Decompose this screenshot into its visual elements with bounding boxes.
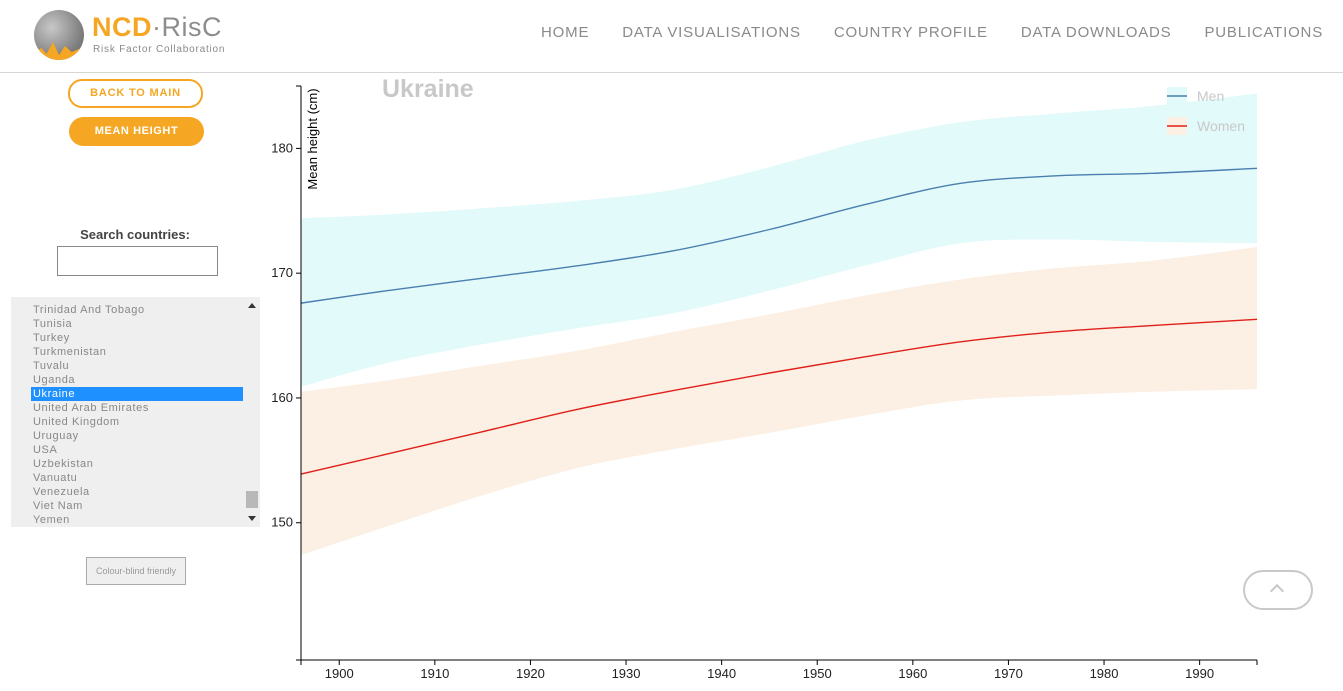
logo-subtitle: Risk Factor Collaboration bbox=[93, 44, 226, 55]
ncd-risc-logo[interactable]: NCD·RisC Risk Factor Collaboration bbox=[34, 10, 234, 62]
country-option[interactable]: Turkmenistan bbox=[33, 346, 107, 358]
site-header: NCD·RisC Risk Factor Collaboration HOME … bbox=[0, 0, 1343, 73]
x-tick-label: 1900 bbox=[325, 666, 354, 681]
nav-publications[interactable]: PUBLICATIONS bbox=[1204, 24, 1323, 41]
y-tick-label: 170 bbox=[271, 265, 293, 280]
mean-height-button[interactable]: MEAN HEIGHT bbox=[69, 117, 204, 146]
series-line-women bbox=[300, 318, 1258, 475]
sidebar: BACK TO MAIN MEAN HEIGHT Search countrie… bbox=[0, 73, 270, 691]
nav-data-downloads[interactable]: DATA DOWNLOADS bbox=[1020, 24, 1172, 41]
legend-label-women: Women bbox=[1197, 118, 1245, 134]
uncertainty-band-men bbox=[301, 93, 1257, 387]
logo-title: NCD·RisC bbox=[92, 12, 222, 43]
x-tick-label: 1980 bbox=[1090, 666, 1119, 681]
country-option[interactable]: Trinidad And Tobago bbox=[33, 304, 145, 316]
scroll-down-arrow-icon[interactable] bbox=[248, 516, 256, 521]
y-axis-label: Mean height (cm) bbox=[305, 88, 320, 189]
series-line-men bbox=[300, 167, 1258, 304]
chevron-up-icon bbox=[1269, 583, 1285, 599]
x-tick-label: 1940 bbox=[707, 666, 736, 681]
country-option[interactable]: Ukraine bbox=[31, 387, 243, 401]
country-option[interactable]: United Kingdom bbox=[33, 416, 120, 428]
country-option[interactable]: Uzbekistan bbox=[33, 458, 94, 470]
logo-title-risc: ·RisC bbox=[152, 12, 222, 42]
country-option[interactable]: Turkey bbox=[33, 332, 70, 344]
country-option[interactable]: United Arab Emirates bbox=[33, 402, 149, 414]
scroll-to-top-button[interactable] bbox=[1243, 570, 1313, 610]
country-option[interactable]: Viet Nam bbox=[33, 500, 83, 512]
y-tick-label: 160 bbox=[271, 390, 293, 405]
country-option[interactable]: Tunisia bbox=[33, 318, 73, 330]
x-tick-label: 1930 bbox=[612, 666, 641, 681]
x-tick-label: 1950 bbox=[803, 666, 832, 681]
search-label: Search countries: bbox=[80, 227, 190, 242]
x-tick-label: 1970 bbox=[994, 666, 1023, 681]
nav-home[interactable]: HOME bbox=[541, 24, 590, 41]
search-input[interactable] bbox=[57, 246, 218, 276]
y-tick-label: 150 bbox=[271, 515, 293, 530]
x-tick-label: 1960 bbox=[898, 666, 927, 681]
main-nav: HOME DATA VISUALISATIONS COUNTRY PROFILE… bbox=[541, 24, 1323, 41]
country-listbox[interactable]: Trinidad And Tobago Tunisia Turkey Turkmeni… bbox=[11, 297, 260, 527]
country-option[interactable]: Uganda bbox=[33, 374, 76, 386]
country-option[interactable]: Yemen bbox=[33, 514, 70, 526]
height-chart: 150 160 170 180 1900 1910 1920 1930 1940 1950 1960… bbox=[270, 73, 1343, 691]
logo-title-ncd: NCD bbox=[92, 12, 152, 42]
chart-svg: 150 160 170 180 1900 1910 1920 1930 1940 1950 1960… bbox=[271, 75, 1258, 681]
x-tick-label: 1910 bbox=[420, 666, 449, 681]
scroll-up-arrow-icon[interactable] bbox=[248, 303, 256, 308]
listbox-scrollbar[interactable] bbox=[246, 301, 258, 523]
country-option[interactable]: USA bbox=[33, 444, 58, 456]
colour-blind-button[interactable]: Colour-blind friendly bbox=[86, 557, 186, 585]
x-tick-label: 1920 bbox=[516, 666, 545, 681]
country-option[interactable]: Venezuela bbox=[33, 486, 90, 498]
chart-title: Ukraine bbox=[382, 75, 474, 103]
nav-country-profile[interactable]: COUNTRY PROFILE bbox=[833, 24, 988, 41]
country-option[interactable]: Uruguay bbox=[33, 430, 79, 442]
globe-icon bbox=[34, 10, 84, 60]
scroll-thumb[interactable] bbox=[246, 491, 258, 508]
back-to-main-button[interactable]: BACK TO MAIN bbox=[68, 79, 203, 108]
nav-data-visualisations[interactable]: DATA VISUALISATIONS bbox=[622, 24, 801, 41]
x-tick-label: 1990 bbox=[1185, 666, 1214, 681]
uncertainty-band-women bbox=[301, 246, 1257, 556]
country-option[interactable]: Tuvalu bbox=[33, 360, 70, 372]
country-option[interactable]: Vanuatu bbox=[33, 472, 78, 484]
y-tick-label: 180 bbox=[271, 140, 293, 155]
legend-label-men: Men bbox=[1197, 88, 1224, 104]
